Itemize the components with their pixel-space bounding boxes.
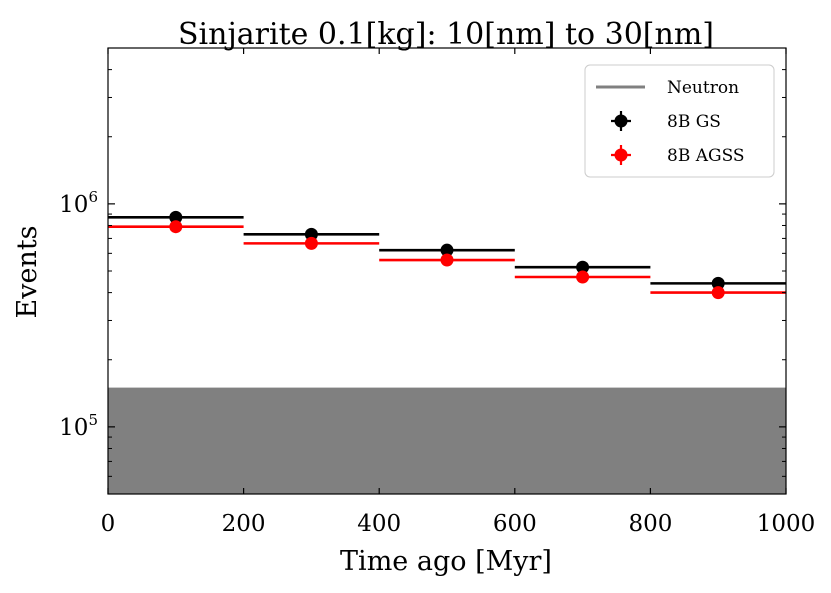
neutron-background-layer bbox=[108, 387, 786, 494]
legend-label-8b-gs: 8B GS bbox=[667, 112, 721, 132]
x-tick-label: 200 bbox=[222, 511, 266, 537]
x-tick-label: 600 bbox=[493, 511, 537, 537]
legend-gs-marker bbox=[614, 114, 628, 128]
series-gs-point bbox=[711, 276, 725, 290]
x-axis-label: Time ago [Myr] bbox=[340, 546, 552, 577]
plot-area bbox=[107, 47, 787, 495]
x-axis-ticks: 0 200 400 600 800 1000 bbox=[101, 48, 816, 537]
series-agss-point bbox=[169, 220, 183, 234]
legend: Neutron 8B GS 8B AGSS bbox=[584, 64, 775, 178]
x-tick-label: 0 bbox=[101, 511, 116, 537]
neutron-background-band bbox=[108, 387, 786, 494]
chart-title: Sinjarite 0.1[kg]: 10[nm] to 30[nm] bbox=[178, 17, 714, 52]
series-gs bbox=[108, 210, 786, 290]
legend-agss-marker bbox=[614, 148, 628, 162]
series-agss-point bbox=[440, 253, 454, 267]
y-tick-label: 105 bbox=[59, 411, 98, 441]
series-agss-point bbox=[304, 236, 318, 250]
series-gs-point bbox=[169, 210, 183, 224]
series-agss bbox=[108, 220, 786, 300]
y-axis-ticks: 105 106 bbox=[59, 47, 786, 495]
y-axis-label: Events bbox=[12, 225, 43, 318]
y-tick-label: 106 bbox=[59, 188, 98, 218]
series-gs-point bbox=[440, 243, 454, 257]
x-tick-label: 1000 bbox=[757, 511, 816, 537]
legend-label-8b-agss: 8B AGSS bbox=[667, 146, 745, 166]
legend-label-neutron: Neutron bbox=[667, 78, 739, 98]
series-gs-point bbox=[576, 260, 590, 274]
series-gs-point bbox=[304, 227, 318, 241]
series-agss-point bbox=[711, 286, 725, 300]
series-agss-point bbox=[576, 270, 590, 284]
x-tick-label: 800 bbox=[628, 511, 672, 537]
series-layer bbox=[108, 210, 786, 300]
x-tick-label: 400 bbox=[357, 511, 401, 537]
legend-frame bbox=[584, 64, 775, 178]
y-tick-exponent: 5 bbox=[88, 411, 98, 429]
y-tick-exponent: 6 bbox=[88, 188, 98, 206]
